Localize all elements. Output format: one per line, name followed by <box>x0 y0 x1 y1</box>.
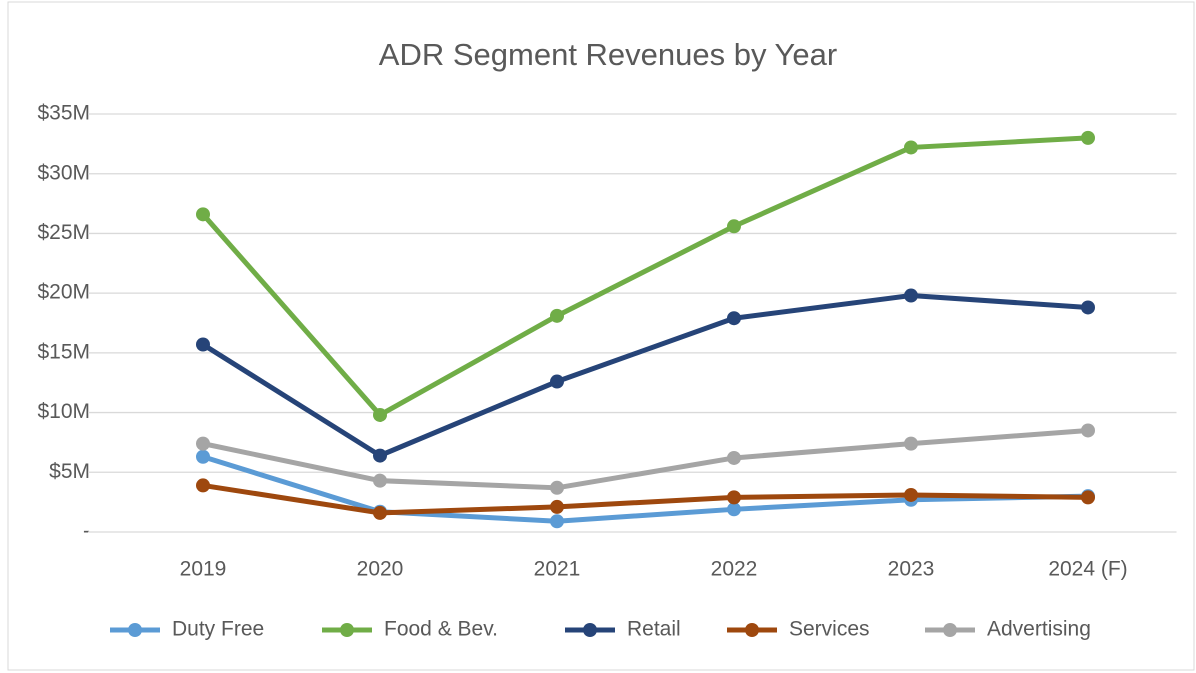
legend-marker <box>583 623 597 637</box>
legend-label: Services <box>789 618 870 641</box>
series-line <box>201 293 1089 459</box>
y-tick-label: - <box>83 520 90 543</box>
x-tick-label: 2024 (F) <box>1048 558 1127 581</box>
legend-label: Retail <box>627 618 681 641</box>
data-point <box>727 311 741 326</box>
data-point <box>1081 423 1095 438</box>
data-point <box>196 436 210 451</box>
data-point <box>1081 130 1095 145</box>
data-point <box>727 219 741 234</box>
x-tick-label: 2020 <box>357 558 404 581</box>
legend-marker <box>340 623 354 637</box>
data-point <box>196 478 210 493</box>
data-point <box>196 337 210 352</box>
legend-marker <box>128 623 142 637</box>
data-point <box>1081 300 1095 315</box>
data-point <box>550 308 564 323</box>
data-point <box>196 207 210 222</box>
y-tick-label: $10M <box>37 400 90 423</box>
series-line <box>202 454 1089 524</box>
data-point <box>373 505 387 520</box>
data-point <box>1081 490 1095 505</box>
data-point <box>196 449 210 464</box>
y-tick-label: $20M <box>37 281 90 304</box>
legend-marker <box>943 623 957 637</box>
x-tick-label: 2022 <box>711 558 758 581</box>
chart-title: ADR Segment Revenues by Year <box>379 37 837 72</box>
y-tick-label: $15M <box>37 340 90 363</box>
data-point <box>727 490 741 505</box>
data-point <box>373 448 387 463</box>
x-tick-label: 2019 <box>180 558 227 581</box>
series-line <box>201 135 1089 418</box>
data-point <box>904 140 918 155</box>
y-tick-label: $5M <box>49 460 90 483</box>
data-point <box>550 499 564 514</box>
legend-label: Duty Free <box>172 618 264 641</box>
y-tick-label: $25M <box>37 221 90 244</box>
data-point <box>727 502 741 517</box>
data-point <box>550 374 564 389</box>
data-point <box>550 480 564 495</box>
data-point <box>727 450 741 465</box>
data-point <box>550 514 564 529</box>
series-line <box>202 482 1089 516</box>
legend-label: Food & Bev. <box>384 618 498 641</box>
y-tick-label: $30M <box>37 161 90 184</box>
x-tick-label: 2023 <box>888 558 935 581</box>
y-tick-label: $35M <box>37 102 90 125</box>
legend-label: Advertising <box>987 618 1091 641</box>
data-point <box>904 288 918 303</box>
x-tick-label: 2021 <box>534 558 581 581</box>
legend-marker <box>745 623 759 637</box>
chart-frame <box>7 1 1195 671</box>
series-line <box>202 427 1089 491</box>
data-point <box>373 473 387 488</box>
data-point <box>373 407 387 422</box>
data-point <box>904 436 918 451</box>
data-point <box>904 487 918 502</box>
